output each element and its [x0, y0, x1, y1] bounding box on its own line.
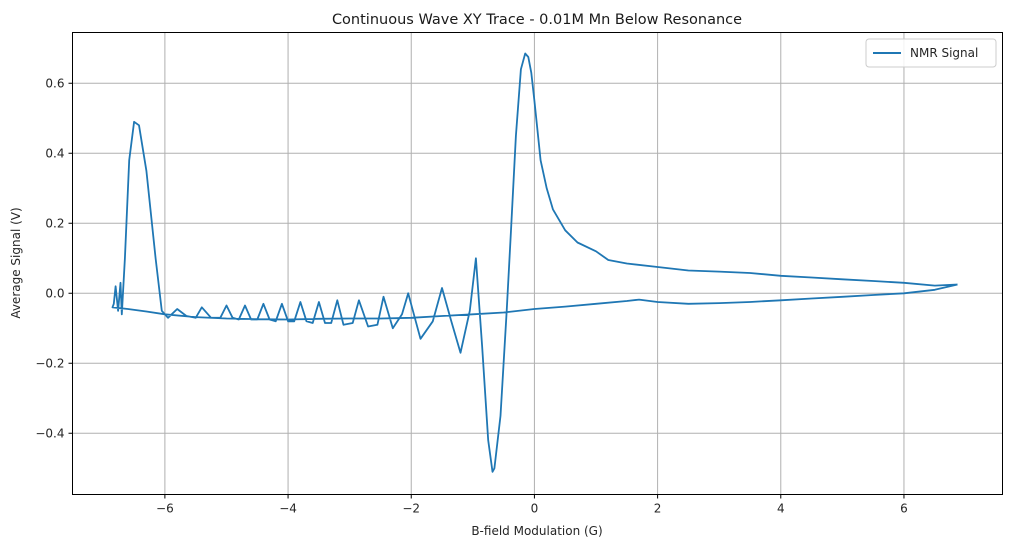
x-axis-label: B-field Modulation (G): [471, 524, 602, 538]
y-tick-label: −0.2: [35, 356, 64, 370]
x-tick-label: 0: [531, 502, 539, 516]
series-layer: [111, 52, 958, 473]
y-tick-label: 0.6: [45, 76, 64, 90]
grid-lines: [72, 32, 1003, 495]
x-axis-ticks: −6 −4 −2 0 2 4 6: [156, 494, 908, 516]
y-axis-ticks: −0.4 −0.2 0.0 0.2 0.4 0.6: [35, 76, 73, 440]
y-tick-label: 0.0: [45, 286, 64, 300]
legend-entry-nmr-signal: NMR Signal: [910, 46, 978, 60]
series-line-nmr-signal: [111, 52, 958, 473]
y-tick-label: 0.4: [45, 146, 64, 160]
y-tick-label: −0.4: [35, 426, 64, 440]
y-axis-label: Average Signal (V): [9, 207, 23, 318]
x-tick-label: 2: [654, 502, 662, 516]
x-tick-label: −6: [156, 502, 174, 516]
y-tick-label: 0.2: [45, 216, 64, 230]
plot-frame: [72, 32, 1003, 495]
x-tick-label: 6: [900, 502, 908, 516]
legend: NMR Signal: [865, 38, 997, 68]
legend-box: [865, 38, 997, 68]
chart-title: Continuous Wave XY Trace - 0.01M Mn Belo…: [332, 12, 742, 28]
x-tick-label: −4: [279, 502, 297, 516]
x-tick-label: −2: [402, 502, 420, 516]
x-tick-label: 4: [777, 502, 785, 516]
